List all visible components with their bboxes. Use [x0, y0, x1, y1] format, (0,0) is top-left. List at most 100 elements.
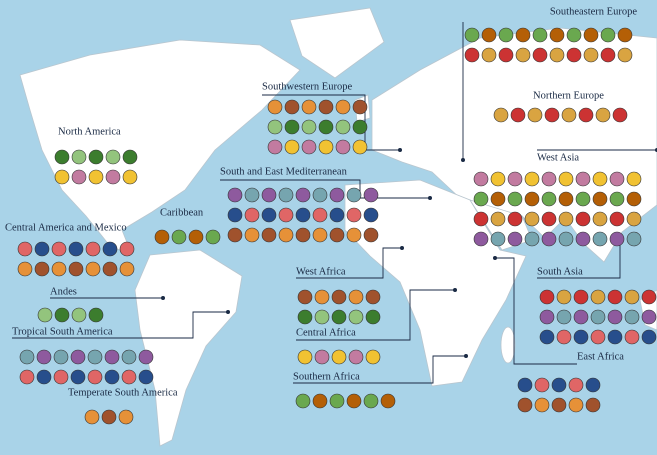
food-icon: [84, 409, 100, 425]
food-icon: [188, 229, 204, 245]
food-icon: [312, 187, 328, 203]
leader-dot: [398, 148, 402, 152]
region-label: Temperate South America: [68, 387, 178, 398]
food-icon: [17, 241, 33, 257]
food-icon: [524, 191, 540, 207]
food-icon: [573, 329, 589, 345]
food-icon: [541, 191, 557, 207]
food-icon: [54, 169, 70, 185]
leader-dot: [461, 158, 465, 162]
food-icon: [17, 261, 33, 277]
food-icon: [284, 139, 300, 155]
food-icon: [19, 349, 35, 365]
food-icon: [592, 211, 608, 227]
food-icon: [314, 309, 330, 325]
region-label: Northern Europe: [533, 90, 604, 101]
food-icon: [578, 107, 594, 123]
food-icon: [607, 329, 623, 345]
food-icon: [556, 329, 572, 345]
food-icon: [609, 191, 625, 207]
food-icon: [641, 309, 657, 325]
food-icon: [363, 187, 379, 203]
leader-dot: [428, 196, 432, 200]
food-icon: [297, 289, 313, 305]
food-icon: [312, 227, 328, 243]
food-icon: [549, 27, 565, 43]
food-icon: [71, 149, 87, 165]
food-icon: [527, 107, 543, 123]
food-icon: [539, 289, 555, 305]
food-icon: [261, 207, 277, 223]
food-icon: [590, 329, 606, 345]
food-icon: [70, 369, 86, 385]
leader-line: [12, 311, 228, 339]
food-icon: [585, 397, 601, 413]
food-icon: [609, 231, 625, 247]
madagascar: [500, 326, 516, 364]
food-icon: [575, 211, 591, 227]
food-icon: [556, 289, 572, 305]
food-icon: [301, 139, 317, 155]
food-icon: [261, 227, 277, 243]
food-icon: [626, 211, 642, 227]
food-icon: [71, 307, 87, 323]
food-icon: [558, 171, 574, 187]
leader-dot: [161, 296, 165, 300]
region-label: Southeastern Europe: [550, 6, 638, 17]
food-icon: [532, 27, 548, 43]
food-icon: [101, 409, 117, 425]
food-icon: [171, 229, 187, 245]
food-icon: [118, 409, 134, 425]
food-icon: [88, 307, 104, 323]
food-icon: [583, 27, 599, 43]
food-icon: [515, 47, 531, 63]
food-icon: [244, 227, 260, 243]
food-icon: [278, 207, 294, 223]
food-icon: [617, 27, 633, 43]
food-icon: [331, 289, 347, 305]
food-icon: [121, 369, 137, 385]
food-icon: [261, 187, 277, 203]
food-icon: [595, 107, 611, 123]
food-icon: [352, 99, 368, 115]
food-icon: [575, 191, 591, 207]
food-icon: [473, 171, 489, 187]
food-icon: [227, 207, 243, 223]
food-icon: [105, 149, 121, 165]
food-icon: [473, 211, 489, 227]
food-icon: [532, 47, 548, 63]
food-icon: [507, 211, 523, 227]
food-icon: [507, 191, 523, 207]
food-icon: [568, 397, 584, 413]
food-icon: [517, 397, 533, 413]
food-icons: [17, 27, 657, 425]
food-icon: [122, 169, 138, 185]
food-icon: [104, 349, 120, 365]
food-icon: [70, 349, 86, 365]
food-icon: [102, 261, 118, 277]
food-icon: [609, 211, 625, 227]
food-icon: [297, 309, 313, 325]
food-icon: [71, 169, 87, 185]
food-icon: [590, 289, 606, 305]
food-icon: [490, 191, 506, 207]
food-icon: [510, 107, 526, 123]
food-icon: [68, 261, 84, 277]
food-icon: [541, 171, 557, 187]
food-icon: [592, 171, 608, 187]
food-icon: [551, 377, 567, 393]
food-icon: [481, 27, 497, 43]
food-icon: [541, 211, 557, 227]
food-icon: [363, 207, 379, 223]
food-icon: [624, 289, 640, 305]
food-icon: [119, 241, 135, 257]
food-icon: [624, 309, 640, 325]
food-icon: [534, 377, 550, 393]
region-label: Tropical South America: [12, 326, 113, 337]
food-icon: [507, 231, 523, 247]
food-icon: [312, 393, 328, 409]
food-icon: [600, 27, 616, 43]
food-icon: [154, 229, 170, 245]
food-icon: [312, 207, 328, 223]
food-icon: [607, 309, 623, 325]
